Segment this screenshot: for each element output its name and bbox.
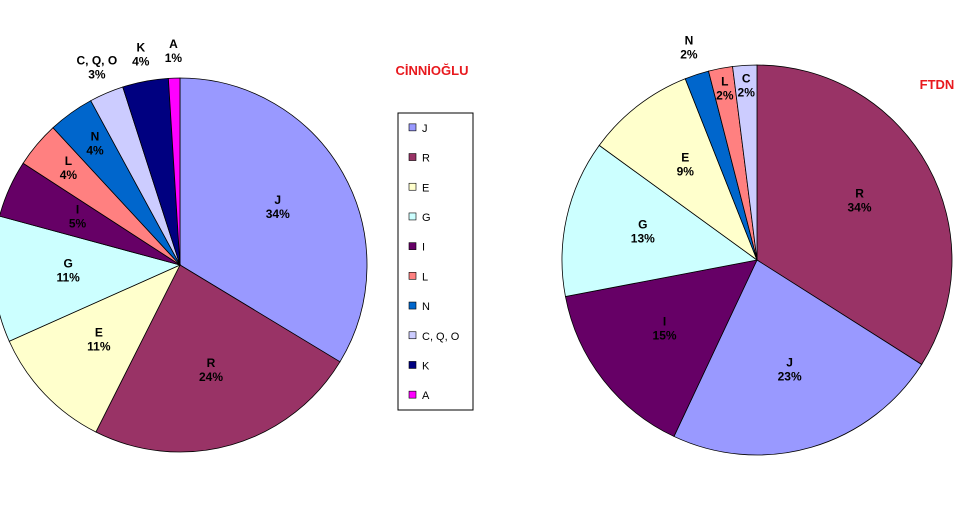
- slice-value: 13%: [631, 231, 655, 245]
- slice-label: I 5%: [69, 202, 87, 230]
- slice-category: J: [274, 193, 281, 207]
- slice-label: G 11%: [56, 257, 80, 285]
- chart-title: CİNNİOĞLU: [396, 63, 469, 78]
- legend-label: N: [422, 301, 430, 313]
- pie-slice: [167, 77, 181, 266]
- slice-category: C: [742, 72, 751, 86]
- slice-value: 2%: [738, 86, 756, 100]
- legend-swatch: [408, 242, 417, 250]
- slice-label: N 4%: [86, 129, 104, 157]
- pie-slice: [598, 78, 758, 262]
- slice-category: N: [685, 33, 694, 47]
- slice-category: L: [65, 154, 72, 168]
- slice-value: 15%: [653, 329, 677, 343]
- slice-category: R: [207, 356, 216, 370]
- slice-label: E 11%: [87, 325, 111, 353]
- legend-label: R: [422, 153, 430, 165]
- slice-label: L 4%: [60, 154, 78, 182]
- legend-label: A: [422, 390, 430, 402]
- legend-label: E: [422, 182, 429, 194]
- legend-swatch: [408, 212, 417, 221]
- legend-swatch: [408, 390, 417, 399]
- pie-slice: [564, 259, 758, 437]
- slice-value: 4%: [132, 54, 150, 68]
- slice-value: 1%: [165, 51, 183, 65]
- pie-slice: [8, 264, 181, 433]
- legend-swatch: [408, 153, 417, 161]
- pie-slice: [95, 264, 341, 453]
- slice-value: 11%: [87, 339, 111, 353]
- slice-value: 3%: [88, 68, 106, 82]
- legend-box: [397, 112, 474, 411]
- slice-category: E: [95, 325, 103, 339]
- slice-value: 23%: [778, 369, 802, 383]
- legend-label: K: [422, 360, 430, 372]
- slice-category: I: [76, 202, 79, 216]
- slice-value: 5%: [69, 216, 87, 230]
- slice-label: J 23%: [778, 355, 802, 383]
- slice-category: J: [786, 355, 793, 369]
- slice-value: 4%: [60, 168, 78, 182]
- legend-swatch: [408, 123, 417, 132]
- slice-value: 24%: [199, 370, 223, 384]
- slice-label: K 4%: [132, 40, 150, 68]
- slice-label: A 1%: [165, 37, 183, 65]
- legend-label: G: [422, 212, 431, 224]
- legend-swatch: [408, 272, 417, 280]
- slice-category: G: [638, 217, 647, 231]
- slice-category: I: [663, 315, 666, 329]
- slice-value: 9%: [677, 165, 695, 179]
- pie-slice: [561, 144, 758, 298]
- pie-slice: [673, 259, 923, 456]
- chart-title: FTDN: [920, 77, 955, 92]
- slice-category: A: [169, 37, 178, 51]
- slice-label: E 9%: [677, 151, 695, 179]
- slice-category: L: [721, 74, 728, 88]
- legend-label: C, Q, O: [422, 331, 460, 343]
- slice-value: 34%: [848, 201, 872, 215]
- legend-swatch: [408, 331, 417, 340]
- slice-label: I 15%: [653, 315, 677, 343]
- legend-swatch: [408, 301, 417, 310]
- slice-label: G 13%: [631, 217, 655, 245]
- slice-category: N: [91, 129, 100, 143]
- slice-label: L 2%: [716, 74, 734, 102]
- pie-slice: [732, 64, 758, 261]
- slice-label: J 34%: [266, 193, 290, 221]
- slice-category: E: [681, 151, 689, 165]
- slice-value: 34%: [266, 207, 290, 221]
- slice-label: C, Q, O 3%: [77, 54, 118, 82]
- legend-label: L: [422, 271, 428, 283]
- slice-category: G: [63, 257, 72, 271]
- slice-value: 4%: [86, 143, 104, 157]
- slice-category: K: [136, 40, 145, 54]
- slice-label: C 2%: [738, 72, 756, 100]
- pie-slice: [179, 77, 368, 363]
- slice-value: 11%: [56, 271, 80, 285]
- slice-category: R: [855, 187, 864, 201]
- legend-label: I: [422, 242, 425, 254]
- slice-label: R 34%: [848, 187, 872, 215]
- legend-swatch: [408, 361, 417, 369]
- slice-category: C, Q, O: [77, 54, 118, 68]
- pie-slice: [756, 64, 953, 366]
- legend-swatch: [408, 182, 417, 191]
- slice-label: R 24%: [199, 356, 223, 384]
- slice-label: N 2%: [680, 33, 698, 61]
- legend-label: J: [422, 123, 428, 135]
- pie-slice: [0, 215, 182, 342]
- slice-value: 2%: [716, 88, 734, 102]
- slice-value: 2%: [680, 47, 698, 61]
